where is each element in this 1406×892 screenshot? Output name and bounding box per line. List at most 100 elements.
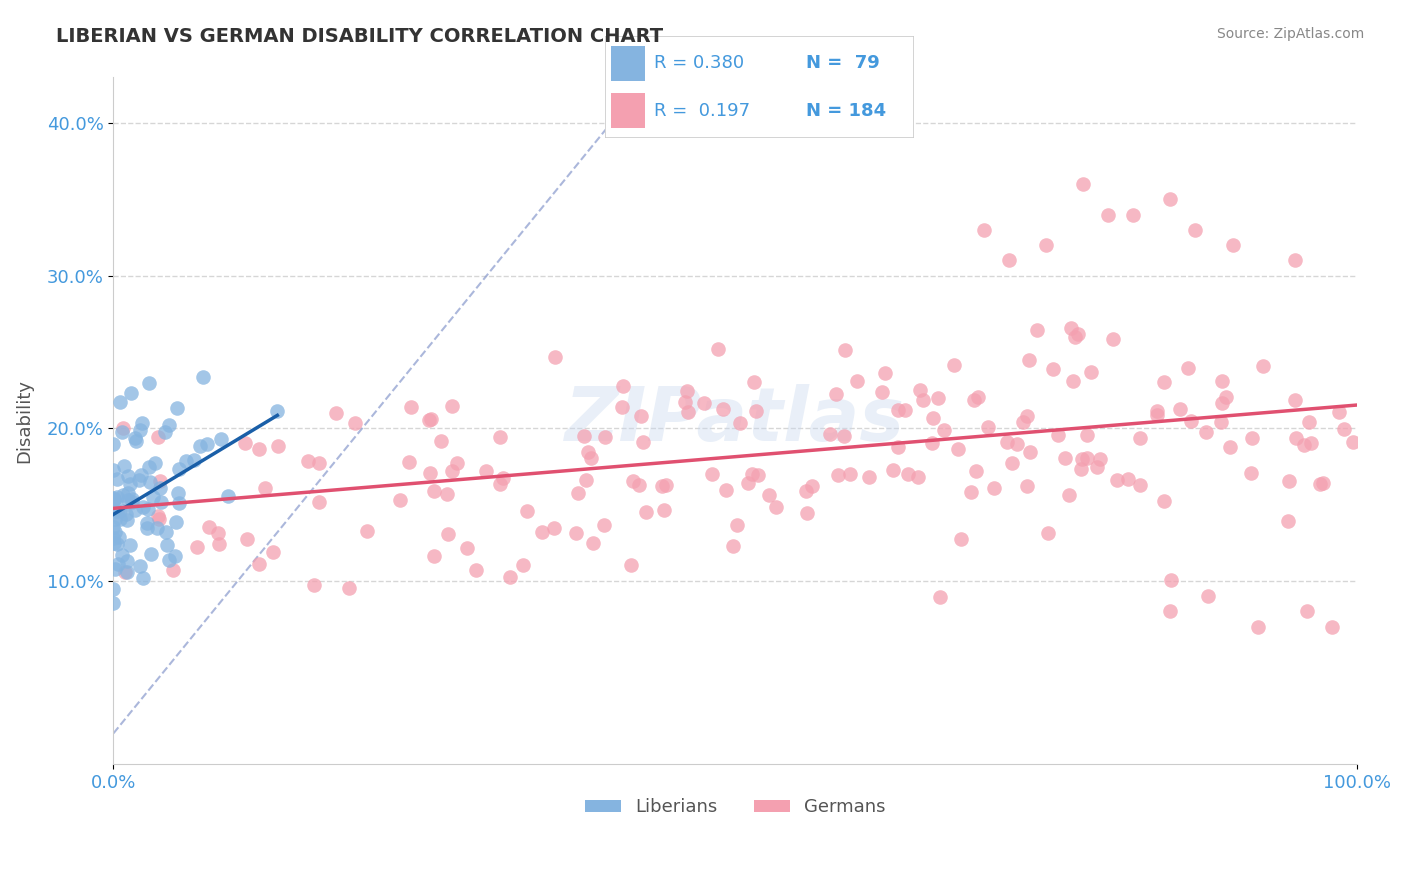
Point (138, 376, 160, 390)
Point (115, 554, 138, 568)
Point (1080, 366, 1102, 380)
Point (1309, 477, 1331, 491)
Point (118, 538, 141, 552)
Point (167, 461, 190, 475)
Point (174, 454, 197, 468)
Point (581, 451, 603, 466)
Point (247, 557, 270, 571)
Point (104, 524, 127, 539)
Point (139, 547, 162, 561)
Point (105, 491, 128, 505)
Point (143, 456, 166, 470)
Point (1090, 451, 1112, 466)
Point (108, 502, 131, 516)
Point (575, 473, 598, 487)
Point (928, 590, 950, 604)
Point (741, 467, 763, 481)
Point (1277, 514, 1299, 528)
Point (135, 516, 157, 531)
Point (157, 553, 180, 567)
Point (1211, 415, 1233, 429)
Point (105, 537, 128, 551)
Point (1333, 422, 1355, 436)
Point (150, 495, 173, 509)
Point (1146, 404, 1168, 418)
FancyBboxPatch shape (610, 46, 645, 81)
Point (1105, 473, 1128, 487)
Point (191, 370, 214, 384)
Point (117, 492, 139, 507)
Point (531, 525, 554, 540)
Point (1341, 435, 1364, 450)
Point (747, 468, 769, 483)
Point (149, 475, 172, 489)
Point (628, 477, 651, 491)
Point (1241, 431, 1264, 445)
Point (145, 521, 167, 535)
Point (262, 545, 284, 559)
Point (217, 489, 239, 503)
Point (253, 481, 276, 495)
Point (882, 463, 904, 477)
Point (1129, 431, 1152, 445)
Point (304, 577, 326, 591)
Point (894, 402, 917, 417)
Point (121, 494, 143, 508)
Point (1197, 589, 1219, 603)
Point (297, 454, 319, 468)
Point (1060, 321, 1083, 335)
Point (1195, 425, 1218, 440)
Point (233, 436, 256, 450)
Point (960, 485, 983, 500)
Point (966, 464, 988, 478)
Point (693, 395, 716, 409)
Point (436, 527, 458, 541)
Point (1116, 472, 1139, 486)
Text: R =  0.197: R = 0.197 (654, 102, 751, 120)
Point (675, 384, 697, 398)
Point (948, 442, 970, 456)
Point (129, 558, 152, 573)
Point (832, 428, 855, 442)
Text: R = 0.380: R = 0.380 (654, 54, 744, 72)
Point (737, 476, 759, 491)
Point (149, 482, 172, 496)
Point (104, 512, 127, 526)
Point (887, 403, 910, 417)
Point (186, 540, 208, 554)
Point (308, 456, 330, 470)
Point (873, 367, 896, 381)
Point (564, 526, 586, 541)
Point (423, 483, 446, 498)
Point (157, 418, 180, 433)
Point (129, 467, 152, 482)
Point (139, 475, 162, 489)
Point (1292, 437, 1315, 451)
Point (700, 467, 723, 481)
Point (115, 565, 138, 579)
Point (131, 416, 153, 430)
Point (655, 478, 678, 492)
Point (136, 501, 159, 516)
Point (343, 416, 366, 430)
Point (105, 504, 128, 518)
Point (308, 495, 330, 509)
Point (129, 423, 152, 437)
Point (112, 458, 135, 473)
Point (839, 467, 862, 481)
Point (1066, 326, 1088, 341)
Point (1284, 253, 1306, 268)
Point (267, 439, 290, 453)
Point (1070, 451, 1092, 466)
Point (1246, 619, 1268, 633)
Point (1160, 573, 1182, 587)
Point (465, 563, 488, 577)
Point (1064, 330, 1087, 344)
Point (1177, 361, 1199, 376)
Point (1011, 415, 1033, 429)
Point (567, 486, 589, 500)
Point (1327, 405, 1350, 419)
Point (169, 496, 191, 510)
Point (707, 343, 730, 357)
Point (1278, 474, 1301, 488)
